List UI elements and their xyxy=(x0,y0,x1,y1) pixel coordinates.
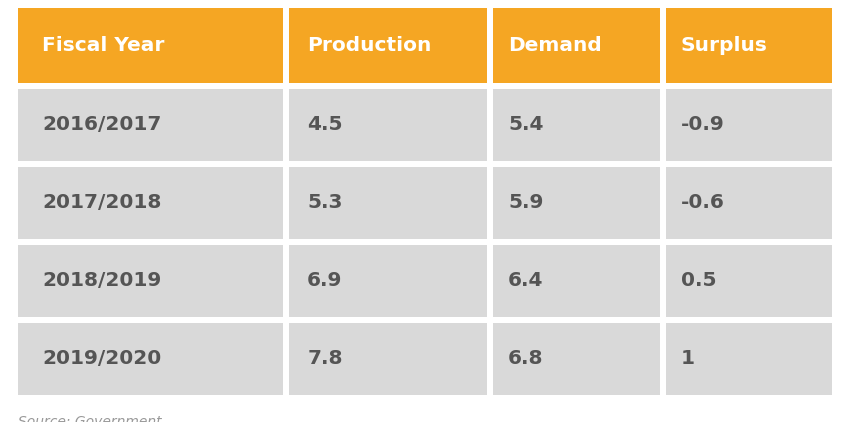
FancyBboxPatch shape xyxy=(289,8,487,83)
FancyBboxPatch shape xyxy=(666,89,832,161)
FancyBboxPatch shape xyxy=(493,89,660,161)
FancyBboxPatch shape xyxy=(18,89,283,161)
Text: -0.6: -0.6 xyxy=(681,194,724,213)
Text: Fiscal Year: Fiscal Year xyxy=(42,36,164,55)
Text: 2018/2019: 2018/2019 xyxy=(42,271,162,290)
Text: Production: Production xyxy=(307,36,432,55)
FancyBboxPatch shape xyxy=(493,323,660,395)
Text: 6.4: 6.4 xyxy=(508,271,544,290)
FancyBboxPatch shape xyxy=(18,167,283,239)
Text: 0.5: 0.5 xyxy=(681,271,716,290)
FancyBboxPatch shape xyxy=(18,8,283,83)
Text: 5.3: 5.3 xyxy=(307,194,343,213)
Text: 5.9: 5.9 xyxy=(508,194,543,213)
Text: 6.9: 6.9 xyxy=(307,271,343,290)
FancyBboxPatch shape xyxy=(289,245,487,317)
FancyBboxPatch shape xyxy=(289,167,487,239)
Text: -0.9: -0.9 xyxy=(681,116,724,135)
FancyBboxPatch shape xyxy=(18,245,283,317)
Text: 2019/2020: 2019/2020 xyxy=(42,349,162,368)
Text: 7.8: 7.8 xyxy=(307,349,343,368)
Text: 4.5: 4.5 xyxy=(307,116,343,135)
FancyBboxPatch shape xyxy=(18,323,283,395)
FancyBboxPatch shape xyxy=(666,8,832,83)
FancyBboxPatch shape xyxy=(289,89,487,161)
Text: 2016/2017: 2016/2017 xyxy=(42,116,162,135)
FancyBboxPatch shape xyxy=(289,323,487,395)
Text: 2017/2018: 2017/2018 xyxy=(42,194,162,213)
Text: Demand: Demand xyxy=(508,36,602,55)
FancyBboxPatch shape xyxy=(493,167,660,239)
Text: Surplus: Surplus xyxy=(681,36,768,55)
FancyBboxPatch shape xyxy=(493,245,660,317)
Text: 5.4: 5.4 xyxy=(508,116,544,135)
FancyBboxPatch shape xyxy=(493,8,660,83)
Text: 6.8: 6.8 xyxy=(508,349,544,368)
Text: Source: Government: Source: Government xyxy=(18,415,162,422)
Text: 1: 1 xyxy=(681,349,694,368)
FancyBboxPatch shape xyxy=(666,245,832,317)
FancyBboxPatch shape xyxy=(666,323,832,395)
FancyBboxPatch shape xyxy=(666,167,832,239)
